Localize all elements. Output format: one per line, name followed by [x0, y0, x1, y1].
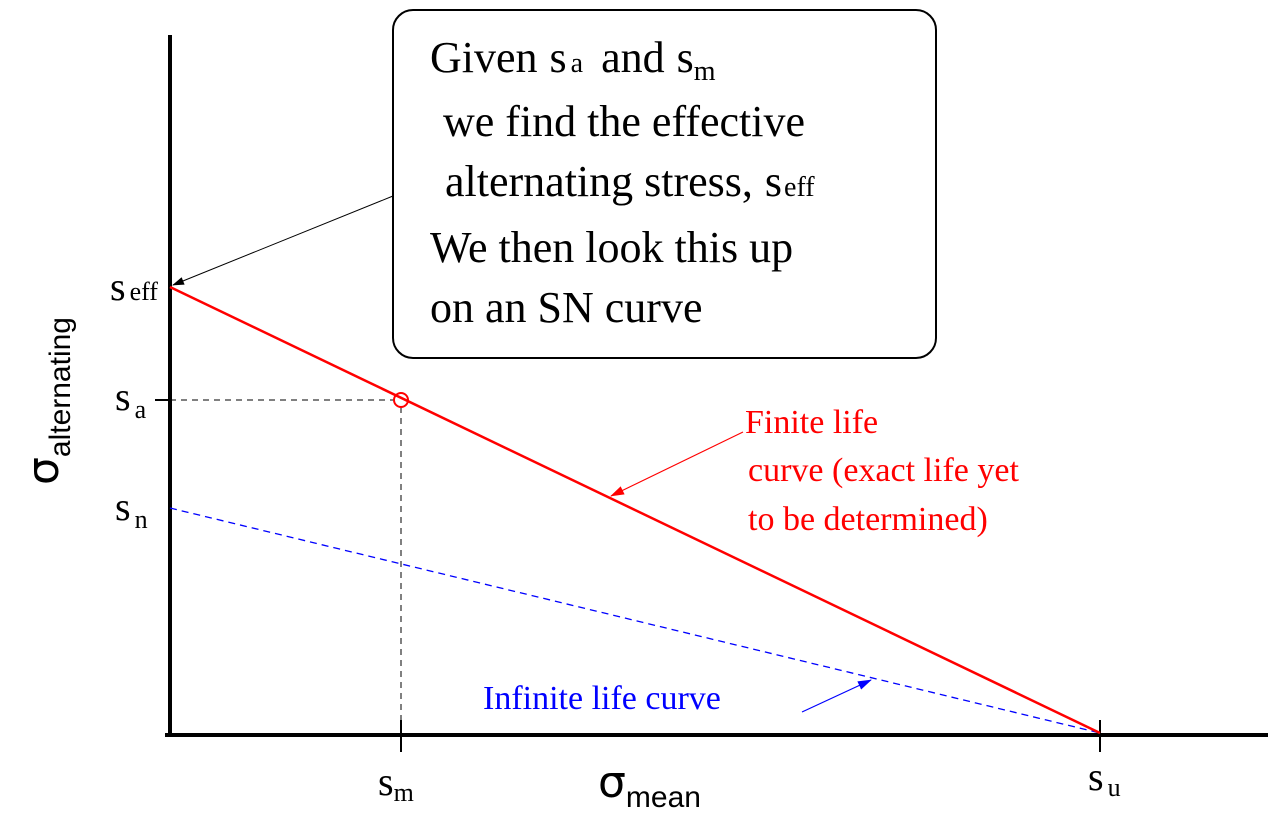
ticks: [155, 399, 1101, 752]
callout-box: [392, 9, 937, 359]
finite-life-line: [169, 285, 1101, 735]
text-part: we find the effective: [443, 97, 805, 146]
text-part: on an SN curve: [430, 283, 703, 332]
finite-arrow: [610, 431, 744, 497]
callout-line: Given s a and sm: [430, 33, 716, 87]
callout-line: alternating stress, seff: [445, 157, 815, 206]
text-part: a: [571, 48, 584, 79]
text-part: eff: [130, 277, 159, 306]
text-part: eff: [784, 172, 815, 203]
text-part: alternating: [44, 317, 77, 457]
annotation-line: Finite life: [745, 404, 878, 441]
callout-arrow: [172, 195, 394, 286]
text-part: s: [550, 33, 567, 82]
text-part: We then look this up: [430, 223, 793, 272]
callout-line: on an SN curve: [430, 283, 703, 332]
text-part: mean: [626, 781, 701, 814]
text-part: σ: [598, 757, 626, 808]
axes: [165, 35, 1268, 737]
infinite-annotation: Infinite life curve: [483, 680, 721, 717]
x-label: sm: [378, 759, 414, 807]
text-part: a: [135, 395, 147, 424]
text-part: alternating stress,: [445, 157, 753, 206]
text-part: n: [135, 505, 148, 534]
y-axis-title: σalternating: [18, 317, 77, 485]
infinite-arrow: [801, 679, 872, 713]
text-part: s: [110, 264, 126, 309]
text-part: m: [694, 56, 716, 87]
text-part: Given: [430, 33, 538, 82]
callout-line: we find the effective: [443, 97, 805, 146]
annotation-line: to be determined): [748, 501, 988, 538]
text-part: s: [765, 157, 782, 206]
annotation-line: curve (exact life yet: [748, 452, 1019, 489]
text-part: s: [677, 33, 694, 82]
callout-line: We then look this up: [430, 223, 793, 272]
callout-text: Given s a and sm we find the effective alter…: [430, 33, 815, 332]
text-part: u: [1108, 773, 1121, 802]
text-part: s: [115, 484, 131, 529]
text-part: s: [115, 374, 131, 419]
infinite-life-line: [169, 507, 1101, 734]
finite-annotation: Finite life curve (exact life yet to be …: [745, 404, 1019, 538]
text-part: and: [601, 33, 665, 82]
text-part: m: [394, 778, 414, 807]
x-axis-title: σmean: [598, 757, 701, 814]
text-part: s: [378, 759, 394, 804]
point: [393, 392, 409, 408]
text-part: s: [1088, 754, 1104, 799]
text-part: σ: [18, 457, 69, 485]
y-label: s eff: [110, 264, 158, 309]
